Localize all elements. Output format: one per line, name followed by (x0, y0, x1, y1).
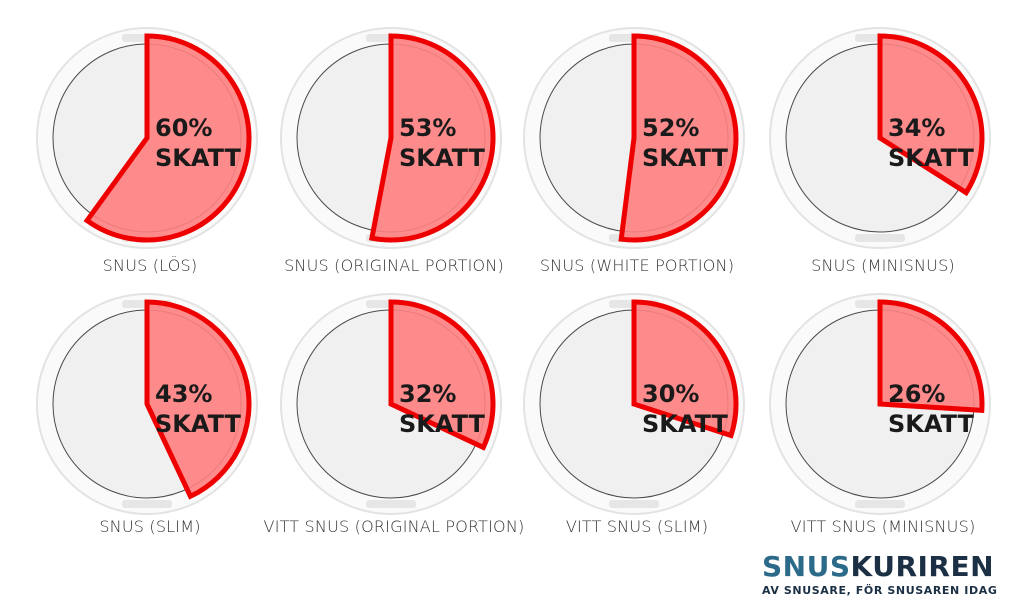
pie-slice (618, 33, 739, 243)
brand-tagline: AV SNUSARE, FÖR SNUSAREN IDAG (762, 584, 998, 597)
tax-label: SKATT (155, 410, 242, 438)
percent-label: 60% (155, 114, 212, 142)
pie-slice (877, 299, 985, 414)
pie-slice (877, 33, 985, 197)
pie-chart: 30%SKATT (523, 293, 745, 515)
pie-chart: 26%SKATT (769, 293, 991, 515)
brand-name-part1: SNUS (762, 550, 851, 583)
category-label: SNUS (WHITE PORTION) (540, 256, 734, 275)
lid-tab-bottom (366, 500, 416, 508)
category-label: VITT SNUS (ORIGINAL PORTION) (264, 517, 525, 536)
pie-chart: 34%SKATT (769, 27, 991, 249)
category-label: SNUS (SLIM) (99, 517, 200, 536)
percent-label: 52% (642, 114, 699, 142)
pie-chart: 52%SKATT (523, 27, 745, 249)
percent-label: 26% (888, 380, 945, 408)
brand-name-part2: KURIREN (850, 550, 995, 583)
tax-label: SKATT (155, 144, 242, 172)
pie-slice (388, 299, 496, 451)
percent-label: 53% (399, 114, 456, 142)
pie-chart: 32%SKATT (280, 293, 502, 515)
category-label: SNUS (LÖS) (103, 256, 198, 275)
pie-slice (144, 299, 252, 500)
pie-chart: 53%SKATT (280, 27, 502, 249)
category-label: VITT SNUS (MINISNUS) (791, 517, 976, 536)
category-label: SNUS (ORIGINAL PORTION) (284, 256, 504, 275)
pie-slice (368, 33, 496, 243)
lid-tab-bottom (855, 234, 905, 242)
category-label: SNUS (MINISNUS) (811, 256, 955, 275)
tax-label: SKATT (642, 410, 729, 438)
percent-label: 34% (888, 114, 945, 142)
tax-label: SKATT (399, 144, 486, 172)
lid-tab-bottom (609, 500, 659, 508)
percent-label: 43% (155, 380, 212, 408)
pie-slice (83, 33, 252, 243)
percent-label: 32% (399, 380, 456, 408)
tax-label: SKATT (888, 144, 975, 172)
lid-tab-bottom (855, 500, 905, 508)
tax-label: SKATT (399, 410, 486, 438)
brand-logo: SNUSKURIREN (762, 551, 1002, 583)
percent-label: 30% (642, 380, 699, 408)
tax-label: SKATT (642, 144, 729, 172)
category-label: VITT SNUS (SLIM) (566, 517, 708, 536)
lid-tab-bottom (122, 500, 172, 508)
pie-chart: 60%SKATT (36, 27, 258, 249)
tax-label: SKATT (888, 410, 975, 438)
pie-chart: 43%SKATT (36, 293, 258, 515)
pie-slice (631, 299, 739, 439)
